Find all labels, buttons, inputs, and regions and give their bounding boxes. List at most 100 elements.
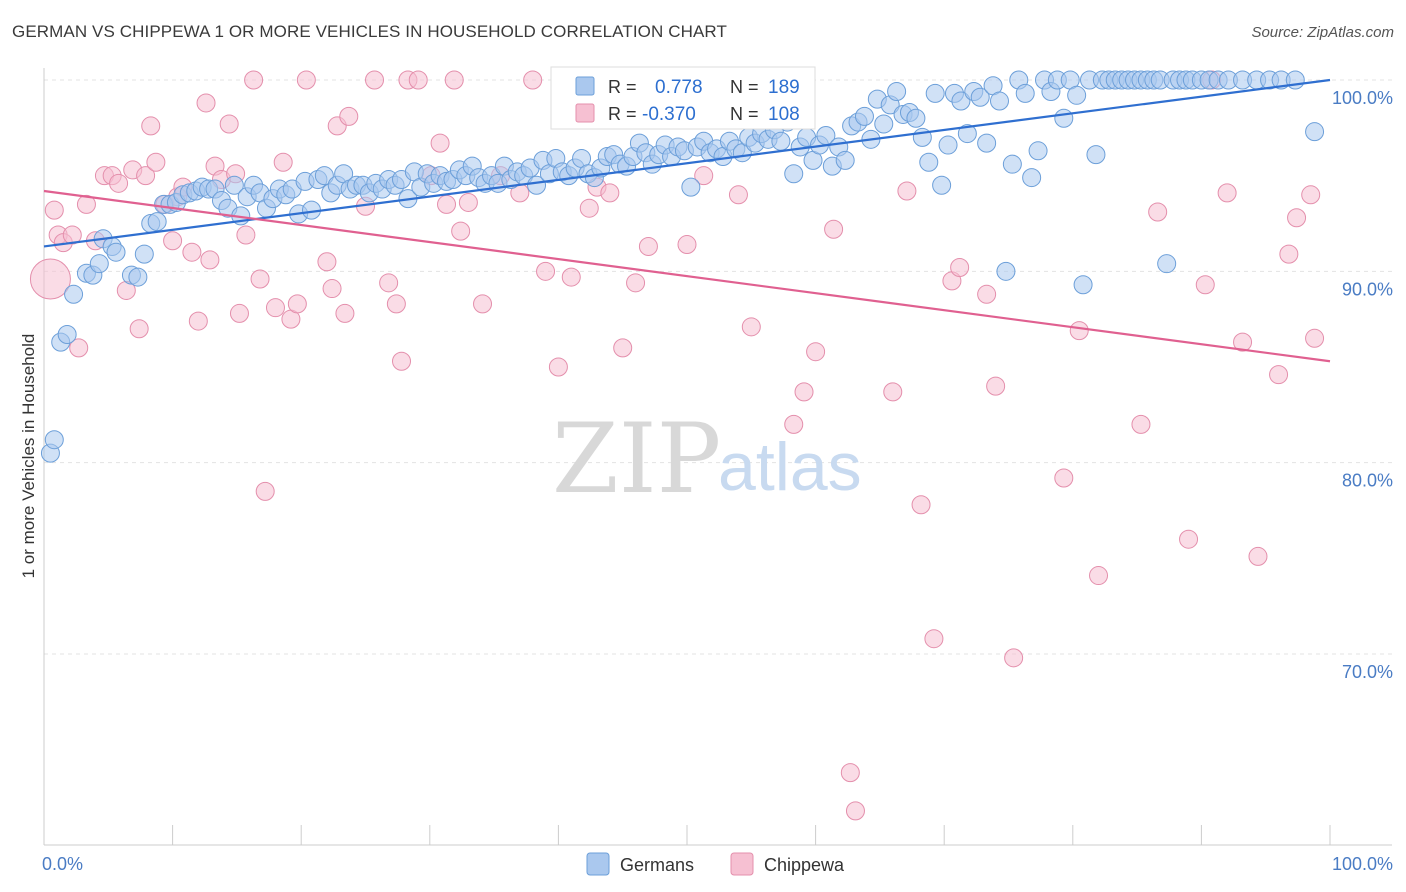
chippewa-point xyxy=(200,250,220,270)
germans-point xyxy=(970,87,990,107)
chippewa-point xyxy=(236,225,256,245)
x-tick-labels: 0.0% 100.0% xyxy=(42,854,1393,874)
chippewa-point xyxy=(287,294,307,314)
chippewa-point xyxy=(437,194,457,214)
chippewa-point xyxy=(950,258,970,278)
chippewa-point xyxy=(392,351,412,371)
legend-r-label-chippewa: R = xyxy=(608,104,637,124)
germans-point xyxy=(1067,85,1087,105)
germans-point xyxy=(1157,254,1177,274)
chippewa-point xyxy=(1269,365,1289,385)
y-tick-label: 100.0% xyxy=(1332,88,1393,108)
source-label: Source: ZipAtlas.com xyxy=(1251,24,1394,41)
germans-point xyxy=(996,261,1016,281)
chippewa-point xyxy=(219,114,239,134)
x-tick-label-max: 100.0% xyxy=(1332,854,1393,874)
chippewa-point xyxy=(536,261,556,281)
chippewa-point xyxy=(638,236,658,256)
chippewa-point xyxy=(473,294,493,314)
germans-point xyxy=(1022,168,1042,188)
chippewa-point xyxy=(561,267,581,287)
chippewa-point xyxy=(548,357,568,377)
series-legend: Germans Chippewa xyxy=(586,852,845,876)
chippewa-point xyxy=(69,338,89,358)
chippewa-point xyxy=(386,294,406,314)
correlation-legend: R = 0.778 N = 189 R = -0.370 N = 108 xyxy=(550,66,816,130)
germans-point xyxy=(527,175,547,195)
chippewa-point xyxy=(1179,529,1199,549)
chippewa-point xyxy=(1301,185,1321,205)
chippewa-point xyxy=(883,382,903,402)
chippewa-point xyxy=(141,116,161,136)
germans-point xyxy=(906,108,926,128)
watermark-atlas: atlas xyxy=(718,429,862,505)
germans-point xyxy=(835,150,855,170)
chippewa-point xyxy=(136,166,156,186)
germans-point xyxy=(1305,122,1325,142)
chippewa-point xyxy=(523,70,543,90)
chippewa-point xyxy=(986,376,1006,396)
chippewa-point xyxy=(1131,414,1151,434)
chippewa-point xyxy=(76,194,96,214)
germans-point xyxy=(771,131,791,151)
chippewa-point xyxy=(600,183,620,203)
legend-box xyxy=(550,66,816,130)
germans-point xyxy=(938,135,958,155)
chippewa-point xyxy=(794,382,814,402)
chippewa-point xyxy=(1004,648,1024,668)
germans-point xyxy=(64,284,84,304)
chippewa-point xyxy=(1233,332,1253,352)
chippewa-point xyxy=(677,235,697,255)
chippewa-point xyxy=(897,181,917,201)
chippewa-point xyxy=(694,166,714,186)
chippewa-point xyxy=(1054,468,1074,488)
chippewa-point xyxy=(1195,275,1215,295)
chippewa-point xyxy=(244,70,264,90)
chippewa-point xyxy=(924,629,944,649)
germans-point xyxy=(106,242,126,262)
germans-point xyxy=(854,106,874,126)
legend-n-value-germans: 189 xyxy=(768,77,800,98)
chippewa-point xyxy=(44,200,64,220)
germans-point xyxy=(874,114,894,134)
chart-title: GERMAN VS CHIPPEWA 1 OR MORE VEHICLES IN… xyxy=(12,22,727,41)
chippewa-point xyxy=(430,133,450,153)
chippewa-point xyxy=(29,258,71,300)
legend-swatch-germans xyxy=(575,76,595,96)
chippewa-point xyxy=(317,252,337,272)
germans-point xyxy=(44,430,64,450)
chippewa-point xyxy=(613,338,633,358)
chippewa-point xyxy=(458,192,478,212)
chippewa-point xyxy=(182,242,202,262)
germans-point xyxy=(1015,83,1035,103)
germans-point xyxy=(989,91,1009,111)
germans-point xyxy=(1002,154,1022,174)
germans-point xyxy=(784,164,804,184)
germans-point xyxy=(128,267,148,287)
germans-points xyxy=(40,70,1325,463)
watermark-zip: ZIP xyxy=(552,403,721,515)
chippewa-point xyxy=(322,279,342,299)
chippewa-point xyxy=(806,342,826,362)
chippewa-point xyxy=(163,231,183,251)
chippewa-point xyxy=(296,70,316,90)
chippewa-point xyxy=(1148,202,1168,222)
chippewa-point xyxy=(784,414,804,434)
legend-swatch-chippewa-bottom xyxy=(730,852,754,876)
chippewa-point xyxy=(408,70,428,90)
chippewa-point xyxy=(1217,183,1237,203)
chippewa-point xyxy=(1089,566,1109,586)
x-tick-label-min: 0.0% xyxy=(42,854,83,874)
chippewa-point xyxy=(146,152,166,172)
chippewa-point xyxy=(845,801,865,821)
chippewa-point xyxy=(840,763,860,783)
y-tick-label: 80.0% xyxy=(1342,471,1393,491)
y-tick-label: 70.0% xyxy=(1342,662,1393,682)
germans-point xyxy=(224,175,244,195)
legend-label-germans: Germans xyxy=(620,855,694,875)
legend-r-label-germans: R = xyxy=(608,77,637,97)
chippewa-point xyxy=(250,269,270,289)
chippewa-point xyxy=(741,317,761,337)
grid-lines xyxy=(44,79,1392,655)
chippewa-point xyxy=(339,106,359,126)
